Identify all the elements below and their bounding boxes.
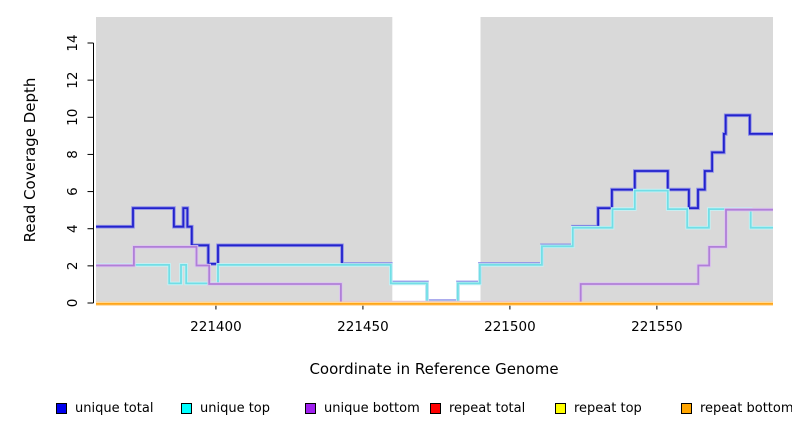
legend-label: repeat total [449,400,526,416]
x-axis-title: Coordinate in Reference Genome [309,360,559,378]
y-axis-title: Read Coverage Depth [21,77,39,243]
chart-series-layer [96,113,773,306]
legend-label: unique bottom [324,400,420,416]
legend-item-unique-top: unique top [181,400,270,416]
series-line-unique-top [96,189,773,303]
x-tick-label: 221500 [484,319,536,335]
legend-label: unique top [200,400,271,416]
y-tick-label: 6 [65,187,81,196]
legend-item-repeat-top: repeat top [555,400,642,416]
legend-item-repeat-total: repeat total [430,400,525,416]
chart-axis-layer: 0 2 4 6 8 10 12 14 221400 221450 221500 221550 [65,34,683,335]
uncovered-region-band [392,17,481,303]
legend-item-unique-total: unique total [56,400,153,416]
y-tick-label: 8 [65,150,81,159]
legend-item-repeat-bottom: repeat bottom [681,400,792,416]
y-tick-label: 0 [65,299,81,308]
legend-item-unique-bottom: unique bottom [305,400,420,416]
legend-swatch-icon [305,402,316,414]
legend-swatch-icon [430,402,441,414]
x-tick-label: 221400 [190,319,242,335]
legend-label: repeat top [574,400,642,416]
legend-label: unique total [75,400,154,416]
y-tick-label: 10 [65,109,81,126]
y-tick-label: 12 [65,72,81,89]
y-tick-label: 14 [65,34,81,51]
y-tick-label: 4 [65,224,81,233]
x-tick-label: 221450 [337,319,389,335]
y-tick-label: 2 [65,262,81,271]
legend-label: repeat bottom [700,400,792,416]
legend-swatch-icon [681,402,692,414]
legend-swatch-icon [56,402,67,414]
legend-swatch-icon [555,402,566,414]
x-tick-label: 221550 [631,319,683,335]
legend-swatch-icon [181,402,192,414]
